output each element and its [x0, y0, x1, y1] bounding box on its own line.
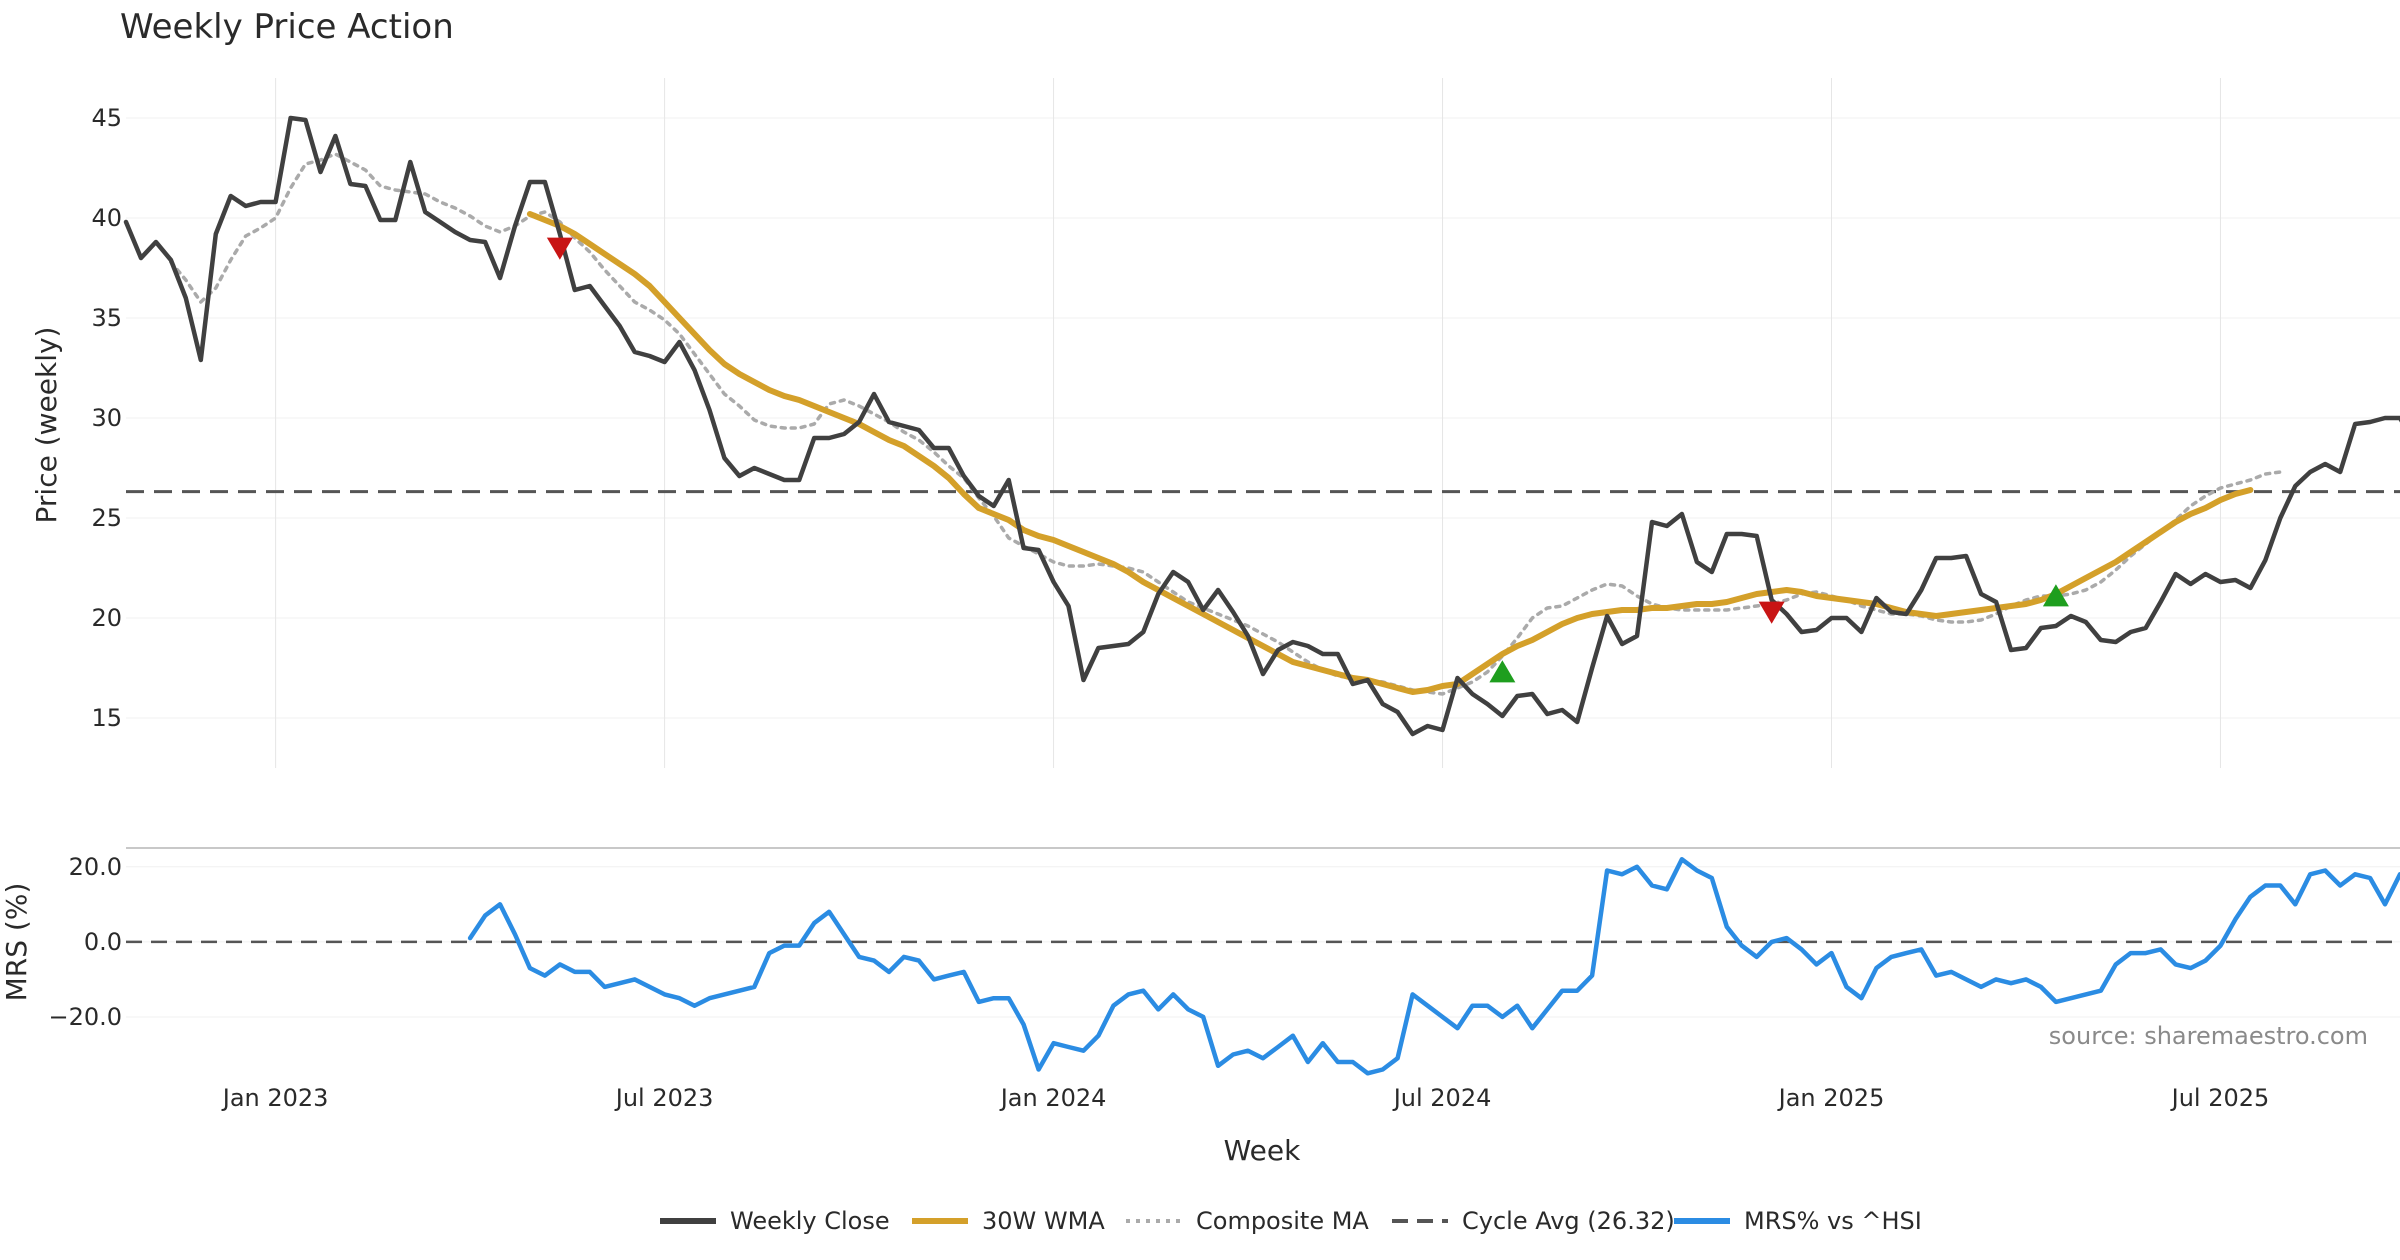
- source-label: source: sharemaestro.com: [2049, 1022, 2368, 1050]
- price-y-tick-label: 25: [91, 504, 122, 532]
- x-tick-label: Jan 2024: [999, 1084, 1107, 1112]
- sell-signal-marker: [546, 237, 573, 260]
- x-tick-label: Jul 2024: [1392, 1084, 1492, 1112]
- price-y-tick-label: 40: [91, 204, 122, 232]
- weekly-close-series-line: [123, 115, 2400, 737]
- price-y-axis-title: Price (weekly): [30, 327, 63, 524]
- 30w-wma-series-line: [526, 211, 2254, 695]
- x-axis-title: Week: [1224, 1134, 1301, 1167]
- x-tick-label: Jan 2023: [221, 1084, 329, 1112]
- buy-signal-marker: [1489, 660, 1516, 683]
- legend-item-composite-ma: Composite MA: [1126, 1207, 1369, 1235]
- mrs-y-tick-label: −20.0: [48, 1003, 122, 1031]
- sell-signal-marker: [1758, 601, 1785, 624]
- legend-label: Composite MA: [1196, 1207, 1369, 1235]
- legend: Weekly Close 30W WMA Composite MA Cycle Avg…: [660, 1207, 1922, 1235]
- legend-item-cycle-avg-26-32: Cycle Avg (26.32): [1392, 1207, 1675, 1235]
- price-plot: [123, 115, 2400, 737]
- mrs-y-axis: −20.0 0.0 20.0: [48, 853, 122, 1031]
- legend-item-weekly-close: Weekly Close: [660, 1207, 890, 1235]
- price-y-tick-label: 30: [91, 404, 122, 432]
- price-y-axis: 15 20 25 30 35 40 45: [91, 104, 122, 732]
- legend-label: Cycle Avg (26.32): [1462, 1207, 1675, 1235]
- x-tick-label: Jul 2025: [2170, 1084, 2270, 1112]
- legend-label: 30W WMA: [982, 1207, 1105, 1235]
- buy-signal-marker: [2042, 584, 2069, 607]
- mrs-y-axis-title: MRS (%): [0, 883, 33, 1002]
- price-y-tick-label: 45: [91, 104, 122, 132]
- x-tick-label: Jul 2023: [614, 1084, 714, 1112]
- x-tick-label: Jan 2025: [1777, 1084, 1885, 1112]
- mrs-plot: [126, 857, 2400, 1076]
- legend-label: Weekly Close: [730, 1207, 890, 1235]
- mrs-series-line: [467, 857, 2400, 1076]
- price-grid: [126, 78, 2400, 768]
- mrs-grid: [126, 847, 2400, 1018]
- legend-item-30w-wma: 30W WMA: [912, 1207, 1105, 1235]
- price-y-tick-label: 35: [91, 304, 122, 332]
- x-axis: Jan 2023 Jul 2023 Jan 2024 Jul 2024 Jan 2025…: [221, 1084, 2270, 1112]
- legend-label: MRS% vs ^HSI: [1744, 1207, 1922, 1235]
- chart-title: Weekly Price Action: [120, 7, 454, 47]
- legend-item-mrs-vs-hsi: MRS% vs ^HSI: [1674, 1207, 1922, 1235]
- mrs-y-tick-label: 0.0: [84, 928, 122, 956]
- mrs-y-tick-label: 20.0: [69, 853, 122, 881]
- price-y-tick-label: 20: [91, 604, 122, 632]
- price-y-tick-label: 15: [91, 704, 122, 732]
